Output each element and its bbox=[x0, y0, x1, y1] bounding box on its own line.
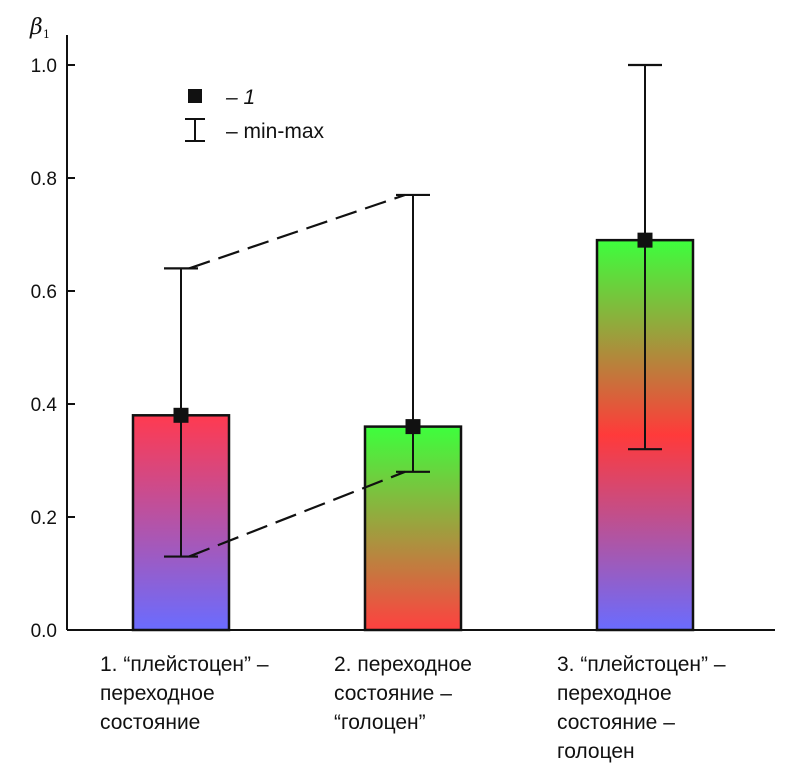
legend-square-marker bbox=[188, 89, 202, 103]
legend-label-min-max: – min-max bbox=[226, 120, 325, 143]
category-label-1: 1. “плейстоцен” – bbox=[100, 653, 269, 676]
y-axis-label: β bbox=[29, 15, 43, 40]
category-label-3: состояние – bbox=[557, 711, 675, 734]
category-label-2: “голоцен” bbox=[334, 711, 426, 734]
y-tick-label: 0.2 bbox=[31, 508, 57, 529]
data-point-1 bbox=[173, 407, 189, 423]
category-label-1: состояние bbox=[100, 711, 200, 734]
category-label-3: 3. “плейстоцен” – bbox=[557, 653, 726, 676]
error-bar-3 bbox=[628, 63, 662, 451]
legend: – 1 – min-max bbox=[185, 86, 325, 143]
data-point-2 bbox=[405, 419, 421, 435]
category-label-1: переходное bbox=[100, 682, 215, 705]
category-label-2: состояние – bbox=[334, 682, 452, 705]
category-label-3: переходное bbox=[557, 682, 672, 705]
y-tick-label: 0.4 bbox=[31, 395, 58, 416]
y-tick-label: 1.0 bbox=[31, 56, 57, 77]
y-tick-label: 0.6 bbox=[31, 282, 57, 303]
y-axis-label-subscript: 1 bbox=[43, 28, 50, 41]
dashed-connector-max bbox=[188, 193, 406, 270]
category-label-3: голоцен bbox=[557, 740, 635, 763]
legend-errorbar-marker bbox=[185, 118, 205, 142]
data-point-3 bbox=[637, 232, 653, 248]
y-tick-label: 0.8 bbox=[31, 169, 57, 190]
dashed-connector-min bbox=[188, 470, 406, 558]
plot-area: 0.0 0.2 0.4 0.6 0.8 1.0 β 1 1. “плейстоцен” – пер… bbox=[29, 15, 775, 763]
y-tick-label: 0.0 bbox=[31, 621, 57, 642]
category-label-2: 2. переходное bbox=[334, 653, 472, 676]
legend-label-1: – 1 bbox=[225, 86, 255, 109]
